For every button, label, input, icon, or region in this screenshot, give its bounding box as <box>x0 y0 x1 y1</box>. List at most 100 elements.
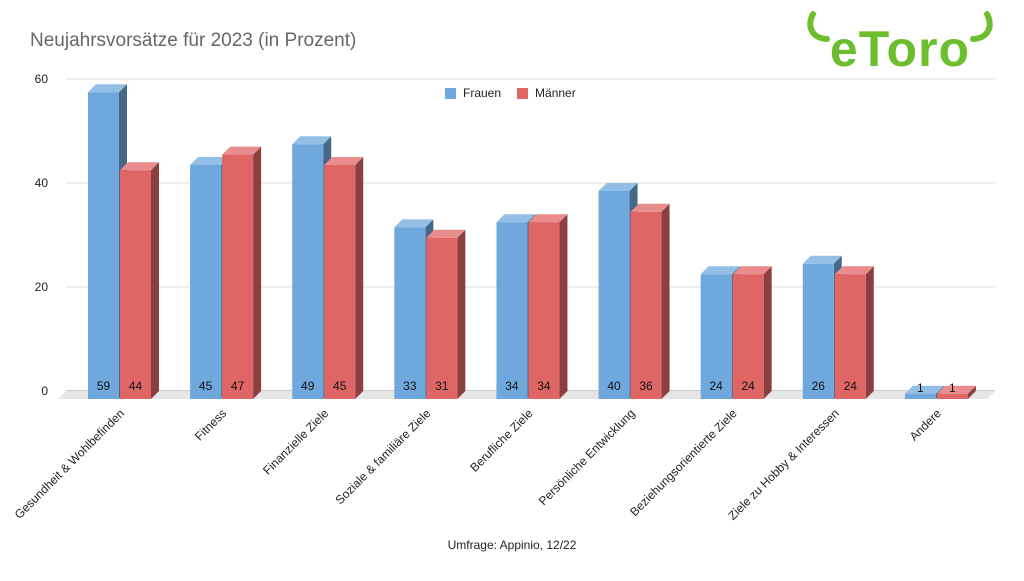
x-tick-label: Andere <box>907 406 944 443</box>
bar-top <box>904 385 944 394</box>
data-labels: 59 44 45 47 49 45 33 31 34 34 40 36 24 24 26 24 1 1 <box>97 379 956 395</box>
data-label: 24 <box>741 379 755 393</box>
bar-maenner <box>630 203 670 399</box>
bar-top <box>802 255 842 264</box>
x-tick-label: Beziehungsorientierte Ziele <box>627 406 740 519</box>
bar-top <box>426 229 466 238</box>
x-axis-labels: Gesundheit & Wohlbefinden Fitness Finanzie… <box>12 406 945 523</box>
bar-front <box>598 191 630 399</box>
x-tick-label: Ziele zu Hobby & Interessen <box>725 406 841 522</box>
bar-maenner <box>834 266 874 399</box>
bar-top <box>394 219 434 228</box>
bar-front <box>496 222 528 399</box>
bar-front <box>732 274 764 399</box>
bar-top <box>528 214 568 223</box>
bar-maenner <box>222 146 262 399</box>
bar-maenner <box>426 229 466 399</box>
bar-side <box>967 385 976 399</box>
chart-title: Neujahrsvorsätze für 2023 (in Prozent) <box>30 30 357 51</box>
bar-maenner <box>528 214 568 399</box>
x-tick-label: Persönliche Entwicklung <box>536 406 638 508</box>
x-tick-label: Fitness <box>192 406 229 443</box>
legend-item-frauen: Frauen <box>445 86 501 100</box>
bar-front <box>630 211 662 399</box>
bar-front <box>292 144 324 399</box>
x-tick-label: Finanzielle Ziele <box>260 406 331 477</box>
legend-swatch-frauen <box>445 87 456 99</box>
etoro-logo: eToro <box>805 8 995 79</box>
bar-side <box>865 266 874 399</box>
bar-top <box>190 157 230 165</box>
bar-maenner <box>936 385 976 399</box>
data-label: 1 <box>949 381 956 395</box>
data-label: 45 <box>199 379 213 393</box>
data-label: 34 <box>505 379 519 393</box>
y-tick-label: 20 <box>35 280 49 294</box>
y-tick-label: 0 <box>41 384 48 398</box>
data-label: 34 <box>537 379 551 393</box>
bar-top <box>120 162 159 171</box>
bar-side <box>661 203 670 399</box>
bar-side <box>457 229 466 399</box>
bar-front <box>936 393 968 399</box>
bar-side <box>253 146 262 399</box>
bar-top <box>496 214 536 223</box>
y-tick-label: 40 <box>35 176 49 190</box>
data-label: 24 <box>709 379 723 393</box>
bar-front <box>222 154 254 399</box>
bar-front <box>324 165 356 399</box>
legend-item-maenner: Männer <box>517 86 576 100</box>
bar-front <box>190 165 222 399</box>
data-label: 33 <box>403 379 417 393</box>
x-tick-label: Gesundheit & Wohlbefinden <box>12 406 127 521</box>
data-label: 47 <box>231 379 245 393</box>
bar-top <box>292 136 332 145</box>
legend-label-maenner: Männer <box>535 86 576 100</box>
bar-top <box>732 266 772 275</box>
data-label: 44 <box>129 379 143 393</box>
bar-top <box>324 157 364 165</box>
legend: Frauen Männer <box>445 86 576 100</box>
y-tick-label: 60 <box>35 72 49 86</box>
data-label: 1 <box>917 381 924 395</box>
bar-top <box>834 266 874 275</box>
bar-front <box>834 274 866 399</box>
data-label: 59 <box>97 379 111 393</box>
data-label: 40 <box>607 379 621 393</box>
bar-top <box>222 146 262 155</box>
data-label: 24 <box>844 379 858 393</box>
svg-text:eToro: eToro <box>830 21 970 74</box>
bar-front <box>394 227 426 399</box>
bar-maenner <box>120 162 159 399</box>
bar-top <box>630 203 670 212</box>
legend-swatch-maenner <box>517 87 529 99</box>
bar-maenner <box>324 157 364 399</box>
bar-front <box>88 92 119 399</box>
bar-front <box>120 170 151 399</box>
x-tick-label: Berufliche Ziele <box>467 406 536 475</box>
bar-side <box>763 266 772 399</box>
data-label: 45 <box>333 379 347 393</box>
bar-side <box>559 214 568 399</box>
data-label: 31 <box>435 379 449 393</box>
bar-side <box>151 162 159 399</box>
bar-front <box>426 237 458 399</box>
x-tick-label: Soziale & familiäre Ziele <box>333 406 434 507</box>
bar-side <box>355 157 364 399</box>
bar-maenner <box>732 266 772 399</box>
data-label: 26 <box>812 379 826 393</box>
footnote: Umfrage: Appinio, 12/22 <box>447 538 577 552</box>
data-label: 49 <box>301 379 315 393</box>
legend-label-frauen: Frauen <box>463 86 502 100</box>
bar-top <box>700 266 740 275</box>
bar-top <box>936 385 976 394</box>
bars <box>88 84 976 399</box>
bar-top <box>598 183 638 191</box>
bar-front <box>528 222 560 399</box>
bar-front <box>904 393 936 399</box>
bar-top <box>88 84 127 93</box>
bar-front <box>802 263 834 399</box>
data-label: 36 <box>639 379 653 393</box>
bar-front <box>700 274 732 399</box>
